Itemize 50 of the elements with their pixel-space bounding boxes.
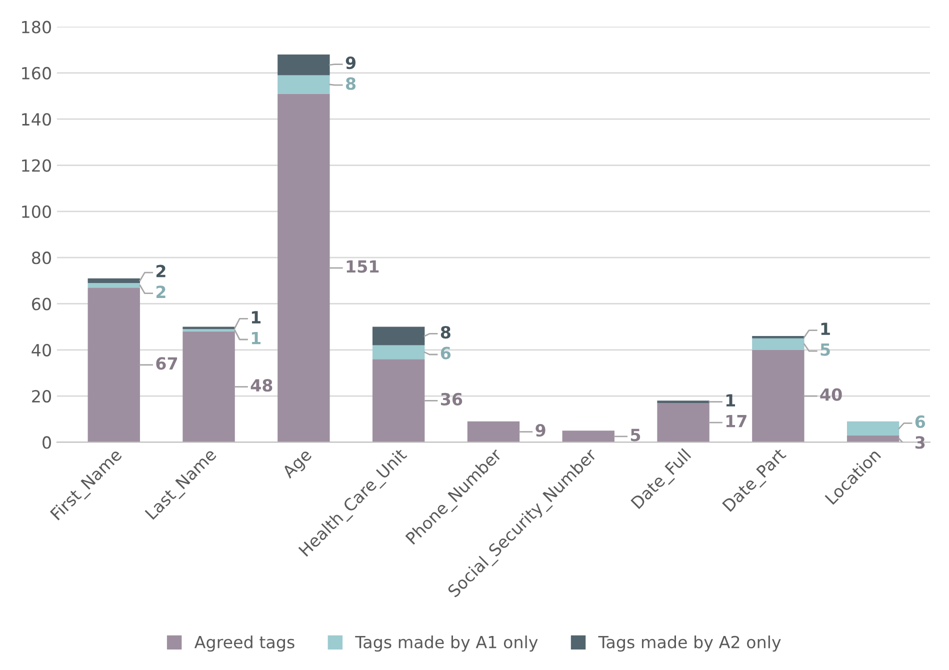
y-tick-label: 120 — [22, 159, 51, 172]
bar — [846, 421, 900, 436]
bar — [88, 288, 140, 442]
bar — [752, 350, 804, 442]
y-tick-label: 160 — [22, 66, 51, 80]
data-label: 9 — [346, 56, 356, 70]
y-tick-label: 80 — [32, 252, 51, 264]
legend-label: Tags made by A2 only — [598, 636, 781, 652]
bar — [182, 331, 235, 442]
data-label: 67 — [156, 357, 178, 370]
bar — [562, 430, 614, 442]
y-tick-label: 60 — [32, 298, 51, 310]
data-label: 6 — [440, 346, 451, 360]
data-label: 1 — [726, 394, 736, 406]
data-label: 3 — [915, 436, 925, 449]
data-label: 48 — [250, 379, 272, 392]
bar — [88, 278, 140, 283]
bar — [278, 94, 330, 442]
data-label: 5 — [820, 343, 830, 356]
data-label: 1 — [252, 332, 261, 344]
y-tick-label: 180 — [22, 20, 51, 34]
data-label: 151 — [346, 260, 379, 273]
y-tick-label: 0 — [42, 436, 51, 449]
data-label: 17 — [726, 415, 746, 428]
legend-label: Agreed tags — [194, 636, 294, 652]
bar — [467, 421, 520, 442]
legend-label: Tags made by A1 only — [355, 636, 538, 652]
y-tick-label: 20 — [32, 390, 51, 403]
data-label: 1 — [252, 311, 261, 324]
y-tick-label: 40 — [32, 344, 51, 356]
data-label: 36 — [440, 392, 462, 406]
data-label: 9 — [536, 424, 546, 437]
data-label: 1 — [821, 322, 830, 335]
data-label: 8 — [440, 326, 450, 339]
bar — [372, 326, 425, 346]
bar — [657, 402, 710, 442]
bar — [372, 345, 425, 360]
bar — [278, 75, 330, 94]
y-tick-label: 100 — [22, 205, 51, 218]
data-label: 5 — [630, 428, 640, 442]
data-label: 2 — [156, 264, 166, 278]
bar — [88, 282, 140, 288]
data-label: 40 — [820, 388, 842, 401]
bar — [752, 338, 804, 350]
bar — [278, 54, 330, 76]
y-tick-label: 140 — [22, 113, 51, 126]
data-label: 6 — [915, 415, 926, 428]
data-label: 2 — [156, 286, 166, 298]
bar — [372, 359, 425, 442]
data-label: 8 — [346, 77, 356, 90]
